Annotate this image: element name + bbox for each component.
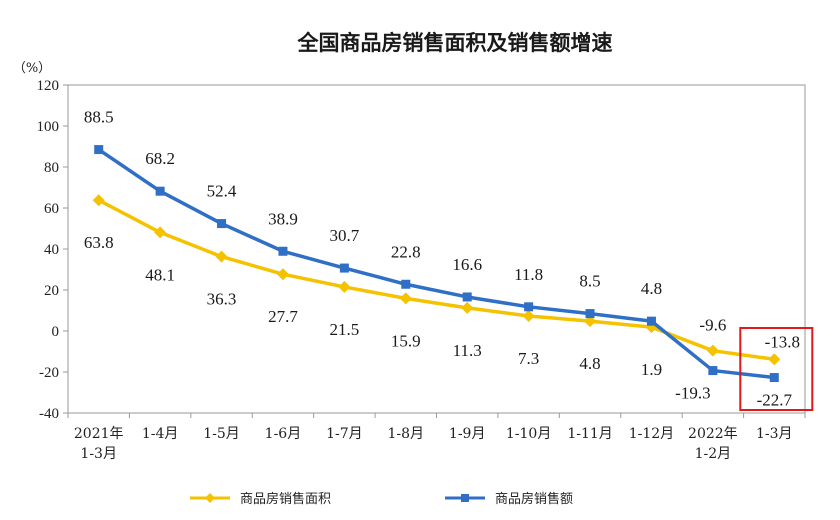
- series-line: [96, 147, 777, 380]
- x-tick-label: 1-4月: [142, 426, 179, 442]
- legend-label: 商品房销售额: [495, 491, 573, 507]
- data-label: -13.8: [765, 332, 800, 351]
- data-label: 4.8: [641, 279, 662, 298]
- data-point: [94, 145, 104, 155]
- x-tick-label: 1-2月: [695, 446, 732, 462]
- x-tick-label: 1-8月: [388, 426, 425, 442]
- x-tick-label: 1-5月: [203, 426, 240, 442]
- x-tick-label: 1-7月: [326, 426, 363, 442]
- data-label: 4.8: [579, 354, 600, 373]
- data-point: [585, 309, 595, 319]
- data-point: [155, 186, 165, 196]
- x-tick-label: 1-9月: [449, 426, 486, 442]
- chart-title: 全国商品房销售面积及销售额增速: [297, 31, 613, 55]
- data-point: [584, 315, 597, 328]
- data-point: [524, 302, 534, 312]
- data-label: 8.5: [579, 272, 600, 291]
- data-point: [462, 292, 472, 302]
- data-label: 11.3: [453, 341, 482, 360]
- series-line: [96, 198, 777, 362]
- data-point: [768, 353, 781, 366]
- data-label: 38.9: [268, 209, 298, 228]
- data-label: 52.4: [207, 182, 237, 201]
- data-label: 27.7: [268, 307, 298, 326]
- data-label: 88.5: [84, 108, 114, 127]
- data-label: 36.3: [207, 290, 237, 309]
- plot-frame: [67, 84, 806, 414]
- data-label: -19.3: [675, 384, 710, 403]
- data-point: [522, 310, 535, 323]
- data-point: [92, 194, 105, 207]
- data-label: 68.2: [145, 149, 175, 168]
- legend-marker: [461, 494, 469, 502]
- x-tick-label: 1-10月: [506, 426, 551, 442]
- x-tick-label: 1-11月: [567, 426, 612, 442]
- data-label: 22.8: [391, 242, 421, 261]
- data-label: 16.6: [452, 255, 482, 274]
- data-label: 11.8: [514, 265, 543, 284]
- y-tick-label: 120: [37, 78, 60, 94]
- y-tick-label: -20: [39, 365, 59, 381]
- data-point: [154, 226, 167, 239]
- data-point: [708, 366, 718, 376]
- legend-label: 商品房销售面积: [240, 491, 331, 507]
- data-point: [461, 301, 474, 314]
- data-point: [215, 250, 228, 263]
- data-point: [401, 279, 411, 289]
- y-axis-unit: （%）: [13, 61, 51, 76]
- data-label: -9.6: [699, 316, 726, 335]
- data-label: 7.3: [518, 349, 539, 368]
- data-point: [217, 219, 227, 229]
- y-tick-label: -40: [39, 406, 59, 422]
- highlight-box: [739, 327, 814, 411]
- data-label: 48.1: [145, 265, 175, 284]
- x-tick-label: 1-3月: [756, 426, 793, 442]
- data-label: 1.9: [641, 360, 662, 379]
- x-tick-label: 1-12月: [629, 426, 674, 442]
- data-label: 15.9: [391, 331, 421, 350]
- data-point: [646, 316, 656, 326]
- y-tick-label: 0: [52, 324, 60, 340]
- data-point: [339, 263, 349, 273]
- x-tick-label: 1-3月: [80, 446, 117, 462]
- y-tick-label: 40: [44, 242, 59, 258]
- legend-marker: [205, 493, 215, 503]
- y-tick-label: 20: [44, 283, 59, 299]
- y-tick-label: 80: [44, 160, 59, 176]
- data-label: 21.5: [330, 320, 360, 339]
- data-point: [338, 280, 351, 293]
- data-label: 63.8: [84, 233, 114, 252]
- data-point: [769, 373, 779, 383]
- x-tick-label: 2022年: [688, 426, 738, 442]
- data-point: [399, 292, 412, 305]
- x-tick-label: 2021年: [74, 426, 124, 442]
- x-tick-label: 1-6月: [265, 426, 302, 442]
- data-point: [278, 246, 288, 256]
- data-label: -22.7: [757, 391, 793, 410]
- data-point: [706, 344, 719, 357]
- y-tick-label: 100: [37, 119, 60, 135]
- y-tick-label: 60: [44, 201, 59, 217]
- data-point: [276, 268, 289, 281]
- data-label: 30.7: [330, 226, 360, 245]
